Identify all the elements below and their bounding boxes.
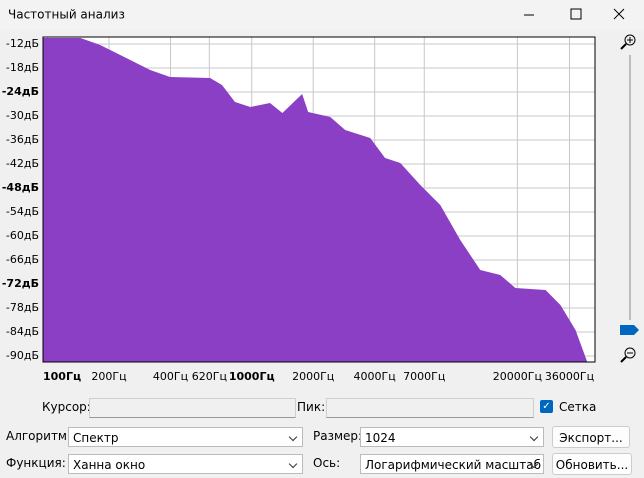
x-tick-label: 200Гц: [91, 370, 126, 383]
cursor-label: Курсор:: [42, 400, 91, 414]
x-tick-label: 1000Гц: [229, 370, 275, 383]
y-tick-label: -66дБ: [6, 253, 39, 266]
window-title: Частотный анализ: [8, 8, 125, 22]
grid-label: Сетка: [559, 400, 597, 414]
zoom-out-icon[interactable]: [620, 347, 636, 363]
y-tick-label: -78дБ: [6, 301, 39, 314]
peak-field: [326, 398, 534, 418]
y-tick-label: -12дБ: [6, 37, 39, 50]
close-button[interactable]: [613, 8, 625, 20]
refresh-button[interactable]: Обновить...: [552, 453, 632, 475]
export-button[interactable]: Экспорт...: [552, 426, 630, 448]
plot-border: [42, 36, 596, 363]
maximize-button[interactable]: [570, 8, 582, 20]
y-tick-label: -90дБ: [6, 349, 39, 362]
algorithm-select[interactable]: Спектр: [68, 427, 303, 447]
title-bar: [0, 0, 644, 30]
axis-select[interactable]: Логарифмический масштаб: [360, 454, 544, 474]
y-tick-label: -84дБ: [6, 325, 39, 338]
y-tick-label: -48дБ: [2, 181, 39, 194]
function-label: Функция:: [6, 456, 66, 470]
y-tick-label: -42дБ: [6, 157, 39, 170]
x-tick-label: 2000Гц: [292, 370, 334, 383]
y-tick-label: -30дБ: [6, 109, 39, 122]
y-tick-label: -24дБ: [2, 85, 39, 98]
x-tick-label: 400Гц: [153, 370, 188, 383]
y-tick-label: -18дБ: [6, 61, 39, 74]
cursor-field: [89, 398, 296, 418]
zoom-slider-thumb[interactable]: [620, 325, 639, 335]
x-tick-label: 100Гц: [43, 370, 81, 383]
y-tick-label: -60дБ: [6, 229, 39, 242]
function-select[interactable]: Ханна окно: [68, 454, 303, 474]
axis-label: Ось:: [313, 456, 341, 470]
chart: Частотный анализ -12дБ -18дБ -24дБ -30дБ -36…: [0, 0, 644, 383]
y-tick-label: -54дБ: [6, 205, 39, 218]
grid-checkbox[interactable]: ✓: [540, 400, 553, 413]
zoom-in-icon[interactable]: [620, 34, 636, 50]
x-tick-label: 4000Гц: [354, 370, 396, 383]
algorithm-label: Алгоритм:: [6, 429, 72, 443]
peak-label: Пик:: [297, 400, 326, 414]
x-tick-label: 7000Гц: [403, 370, 445, 383]
spectrum-area: [43, 38, 588, 362]
x-tick-label: 36000Гц: [545, 370, 594, 383]
size-label: Размер:: [313, 429, 363, 443]
x-tick-label: 20000Гц: [493, 370, 542, 383]
x-tick-label: 620Гц: [192, 370, 227, 383]
y-tick-label: -36дБ: [6, 133, 39, 146]
y-tick-label: -72дБ: [2, 277, 39, 290]
size-select[interactable]: 1024: [360, 427, 544, 447]
